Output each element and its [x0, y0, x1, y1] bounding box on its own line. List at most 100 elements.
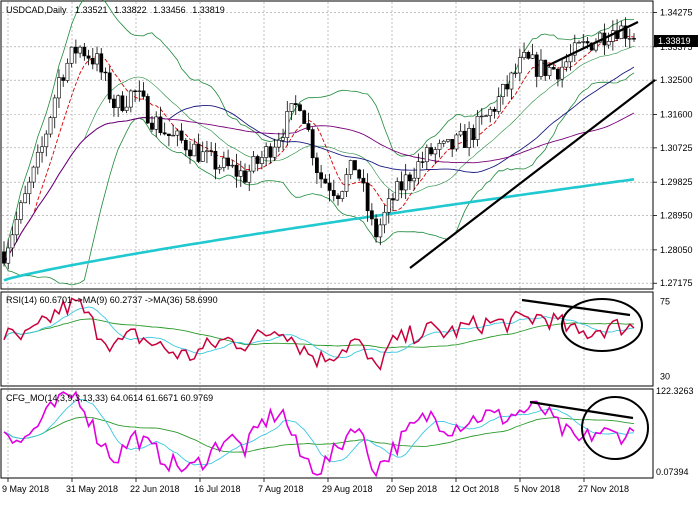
candle-up	[386, 198, 391, 213]
candle-up	[501, 84, 505, 98]
y-tick-label: 1.28950	[660, 211, 693, 221]
candle-up	[458, 130, 463, 136]
candle-up	[128, 90, 133, 108]
candle-up	[31, 166, 36, 183]
candle-up	[395, 181, 400, 201]
candle-up	[95, 53, 99, 65]
candle-down	[331, 190, 336, 196]
candle-up	[577, 42, 581, 44]
candle-up	[488, 108, 493, 117]
y-tick-label: 1.34275	[660, 7, 693, 17]
candle-down	[90, 57, 95, 65]
candle-down	[420, 161, 425, 163]
candle-down	[408, 174, 412, 182]
candle-up	[57, 77, 61, 99]
ma-fast-line	[3, 35, 635, 264]
candle-down	[150, 122, 154, 130]
svg-text:1.33819: 1.33819	[658, 36, 691, 46]
candle-up	[560, 66, 565, 80]
x-tick-label: 29 Aug 2018	[322, 484, 373, 494]
cfg-panel-title: CFG_MO(14,3,9,3,13,33) 64.0614 61.6671 6…	[6, 393, 213, 403]
candle-down	[462, 130, 467, 148]
candle-up	[547, 67, 552, 76]
candle-down	[585, 41, 590, 44]
candle-down	[615, 30, 619, 39]
cfg-ellipse	[581, 396, 649, 460]
candle-down	[183, 140, 188, 151]
rsi-panel-frame	[0, 291, 654, 387]
y-tick-label: 1.30725	[660, 143, 693, 153]
candle-down	[361, 177, 366, 184]
cfg-panel	[3, 390, 635, 478]
candle-down	[61, 77, 66, 81]
candle-up	[496, 96, 501, 112]
candle-up	[441, 140, 446, 144]
candle-up	[619, 25, 624, 39]
candle-up	[35, 151, 40, 168]
bollinger-middle	[3, 45, 635, 264]
candle-down	[429, 147, 433, 155]
candle-down	[505, 84, 510, 90]
candle-down	[179, 130, 184, 141]
candle-up	[200, 151, 205, 162]
x-tick-label: 5 Nov 2018	[514, 484, 560, 494]
candle-up	[627, 38, 632, 40]
candle-up	[281, 137, 285, 141]
candle-down	[293, 103, 298, 106]
candle-up	[606, 41, 611, 46]
candle-up	[78, 46, 83, 54]
rsi-panel	[3, 297, 635, 371]
candle-down	[310, 129, 315, 159]
candle-up	[137, 90, 142, 92]
rsi-panel-title: RSI(14) 60.6701 ->MA(9) 60.2737 ->MA(36)…	[6, 295, 218, 305]
ma-mid-line	[3, 66, 635, 264]
candle-up	[610, 30, 615, 42]
candle-down	[319, 172, 324, 180]
x-tick-label: 27 Nov 2018	[578, 484, 629, 494]
candle-down	[268, 146, 273, 158]
bollinger-lower	[3, 72, 635, 286]
candle-down	[166, 133, 171, 136]
candle-down	[158, 116, 163, 134]
y-tick-label: 1.27175	[660, 278, 693, 288]
y-tick-label: 1.29825	[660, 177, 693, 187]
bollinger-upper	[3, 0, 635, 264]
candle-up	[19, 202, 23, 220]
candle-down	[323, 178, 328, 184]
ma-slow-line	[3, 112, 635, 264]
x-tick-label: 9 May 2018	[2, 484, 49, 494]
candle-down	[107, 72, 112, 100]
candle-up	[475, 116, 480, 140]
cfg-panel-frame	[0, 388, 654, 479]
candle-up	[65, 62, 70, 81]
candle-up	[378, 224, 383, 238]
candle-down	[141, 90, 146, 97]
candle-down	[555, 68, 560, 80]
candle-down	[213, 150, 218, 170]
candle-down	[589, 42, 594, 51]
rsi-y-tick-label: 30	[660, 372, 670, 382]
candle-down	[357, 169, 362, 179]
candle-up	[175, 130, 180, 136]
candle-up	[10, 234, 15, 249]
candle-up	[238, 170, 243, 177]
candle-up	[598, 32, 603, 43]
candle-up	[192, 143, 197, 157]
rsi-ma36-line	[3, 318, 635, 349]
candle-down	[353, 160, 357, 171]
candle-up	[23, 193, 28, 204]
candle-up	[27, 181, 32, 195]
candle-up	[247, 170, 252, 183]
x-tick-label: 22 Jun 2018	[130, 484, 180, 494]
candle-down	[196, 143, 201, 162]
candle-down	[255, 156, 260, 164]
candle-up	[467, 128, 472, 148]
candle-down	[243, 170, 247, 183]
candle-up	[251, 156, 256, 172]
candle-up	[230, 164, 235, 167]
candle-up	[48, 117, 53, 135]
candle-up	[424, 147, 429, 163]
candle-up	[530, 54, 535, 59]
candle-up	[403, 174, 408, 191]
